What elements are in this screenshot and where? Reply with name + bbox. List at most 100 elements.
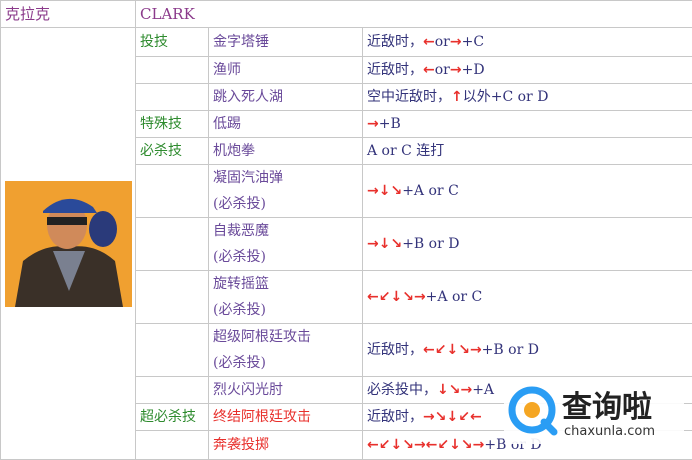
move-name-cell: 金字塔锤: [209, 28, 363, 57]
move-name-cell: 终结阿根廷攻击: [209, 404, 363, 431]
move-name: 旋转摇篮: [213, 276, 269, 292]
arrow: ↘: [449, 382, 461, 398]
arrow: ↘: [435, 409, 447, 425]
arrow: ↘: [458, 342, 470, 358]
arrow: ↙: [435, 342, 447, 358]
arrow: ↘: [402, 289, 414, 305]
portrait-cell: [1, 28, 136, 460]
command-cell: →↓↘+B or D: [363, 218, 692, 271]
watermark-brand: 查询啦: [562, 382, 652, 426]
category-cell: [136, 271, 209, 324]
header-row: 克拉克 CLARK: [1, 1, 692, 28]
arrow: ↓: [379, 236, 391, 252]
arrow: →: [423, 409, 435, 425]
category-cell: [136, 57, 209, 84]
move-name: 烈火闪光肘: [213, 382, 283, 398]
command-text: or: [435, 62, 450, 78]
arrow: →: [460, 382, 472, 398]
arrow: ←: [423, 34, 435, 50]
command-cell: →↓↘+A or C: [363, 165, 692, 218]
category-cell: [136, 377, 209, 404]
move-name: 奔袭投掷: [213, 437, 269, 453]
move-name: 自裁恶魔: [213, 223, 269, 239]
arrow: ←: [367, 437, 379, 453]
move-name: 低踢: [213, 116, 241, 132]
arrow: ←: [367, 289, 379, 305]
arrow: ↓: [379, 183, 391, 199]
command-text: 近敌时，: [367, 409, 423, 425]
move-name: 超级阿根廷攻击: [213, 329, 311, 345]
name-en: CLARK: [136, 1, 692, 28]
command-text: 空中近敌时，: [367, 89, 451, 105]
arrow: ↙: [437, 437, 449, 453]
watermark: 查询啦 chaxunla.com: [504, 380, 684, 444]
arrow: →: [367, 236, 379, 252]
command-cell: 近敌时，←↙↓↘→+B or D: [363, 324, 692, 377]
command-text: +B or D: [402, 236, 459, 252]
arrow: ↘: [461, 437, 473, 453]
name-cn: 克拉克: [1, 1, 136, 28]
category-cell: 必杀技: [136, 138, 209, 165]
move-name-cell: 渔师: [209, 57, 363, 84]
move-name-cell: 凝固汽油弹(必杀投): [209, 165, 363, 218]
arrow: →: [450, 62, 462, 78]
arrow: ↓: [390, 289, 402, 305]
arrow: ←: [470, 409, 482, 425]
command-text: 近敌时，: [367, 34, 423, 50]
arrow: ↙: [379, 437, 391, 453]
command-text: +A: [472, 382, 494, 398]
move-name: 机炮拳: [213, 143, 255, 159]
arrow: →: [367, 116, 379, 132]
move-name-cell: 超级阿根廷攻击 (必杀投): [209, 324, 363, 377]
move-name: 渔师: [213, 62, 241, 78]
arrow: ↓: [446, 409, 458, 425]
command-text: 以外+C or D: [463, 89, 549, 105]
arrow: ↘: [402, 437, 414, 453]
command-text: +A or C: [402, 183, 459, 199]
command-cell: A or C 连打: [363, 138, 692, 165]
command-text: 近敌时，: [367, 62, 423, 78]
arrow: →: [450, 34, 462, 50]
watermark-logo: [506, 382, 562, 442]
command-text: +B or D: [482, 342, 539, 358]
move-name-cell: 烈火闪光肘: [209, 377, 363, 404]
arrow: ↓: [446, 342, 458, 358]
arrow: →: [470, 342, 482, 358]
command-cell: 空中近敌时，↑以外+C or D: [363, 84, 692, 111]
move-note: (必杀投): [213, 249, 266, 265]
arrow: ↑: [451, 89, 463, 105]
move-row: 投技金字塔锤 近敌时，←or→+C: [1, 28, 692, 57]
category: 超必杀技: [140, 409, 196, 425]
arrow: →: [414, 437, 426, 453]
command-text: A or C 连打: [367, 143, 444, 159]
command-cell: →+B: [363, 111, 692, 138]
move-name: 终结阿根廷攻击: [213, 409, 311, 425]
command-text: or: [435, 34, 450, 50]
move-name-cell: 旋转摇篮(必杀投): [209, 271, 363, 324]
command-text: +D: [462, 62, 485, 78]
arrow: ↘: [390, 183, 402, 199]
move-note: (必杀投): [213, 196, 266, 212]
move-name: 跳入死人湖: [213, 89, 283, 105]
command-cell: ←↙↓↘→+A or C: [363, 271, 692, 324]
arrow: ←: [423, 62, 435, 78]
category-cell: 特殊技: [136, 111, 209, 138]
arrow: →: [473, 437, 485, 453]
category-cell: [136, 431, 209, 460]
move-note: (必杀投): [213, 355, 266, 371]
category: 必杀技: [140, 143, 182, 159]
move-name: 金字塔锤: [213, 34, 269, 50]
category-cell: [136, 324, 209, 377]
move-name-cell: 跳入死人湖: [209, 84, 363, 111]
command-cell: 近敌时，←or→+C: [363, 28, 692, 57]
category: 特殊技: [140, 116, 182, 132]
arrow: ↓: [437, 382, 449, 398]
category-cell: 投技: [136, 28, 209, 57]
arrow: ↘: [390, 236, 402, 252]
portrait: [5, 181, 132, 307]
arrow: ↙: [458, 409, 470, 425]
watermark-url: chaxunla.com: [564, 424, 655, 439]
command-cell: 近敌时，←or→+D: [363, 57, 692, 84]
command-text: 近敌时，: [367, 342, 423, 358]
